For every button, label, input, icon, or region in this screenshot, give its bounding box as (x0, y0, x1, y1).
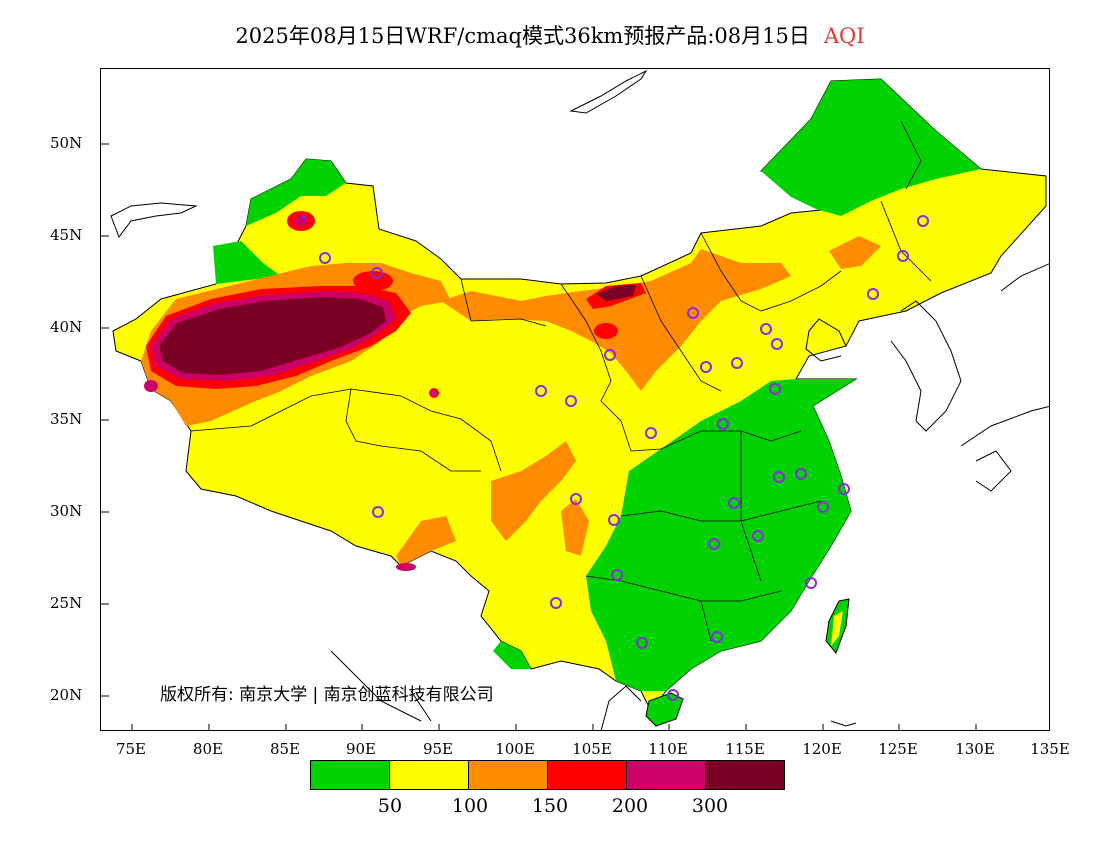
y-tick-30n: 30N (50, 502, 83, 520)
site-urumqi-dot (302, 215, 306, 219)
legend-label-300: 300 (691, 795, 729, 817)
x-tick-85e: 85E (269, 740, 301, 758)
legend-label-150: 150 (531, 795, 569, 817)
y-tick-40n: 40N (50, 318, 83, 336)
legend-swatch-good (310, 760, 390, 790)
x-tick-90e: 90E (345, 740, 377, 758)
x-tick-135e: 135E (1030, 740, 1070, 758)
y-tick-20n: 20N (50, 686, 83, 704)
x-tick-105e: 105E (572, 740, 612, 758)
region-maroon-taklamakan (159, 297, 386, 375)
hotspot-ningxia (594, 323, 618, 339)
hotspot-turpan (353, 271, 393, 291)
aqi-legend (310, 760, 785, 790)
legend-label-100: 100 (451, 795, 489, 817)
hainan-island (645, 692, 684, 727)
x-tick-100e: 100E (495, 740, 535, 758)
region-orange-inner-mongolia (829, 236, 881, 269)
region-green-xinjiang (246, 159, 346, 226)
y-tick-35n: 35N (50, 410, 83, 428)
legend-swatch-usg (468, 760, 548, 790)
x-tick-120e: 120E (802, 740, 842, 758)
x-tick-115e: 115E (725, 740, 765, 758)
hotspot-tibet-south (396, 563, 416, 571)
region-orange-central (441, 249, 791, 391)
x-tick-75e: 75E (115, 740, 147, 758)
taiwan-yellow (831, 611, 843, 646)
site-xining-dot (432, 391, 436, 395)
region-orange-guangxi (561, 499, 589, 556)
region-maroon-mongolia (596, 285, 636, 301)
map-title: 2025年08月15日WRF/cmaq模式36km预报产品:08月15日 AQI (0, 20, 1100, 50)
site-markers (319, 215, 929, 701)
legend-swatch-very-unhealthy (626, 760, 706, 790)
y-tick-50n: 50N (50, 134, 83, 152)
legend-swatch-moderate (389, 760, 469, 790)
x-tick-130e: 130E (955, 740, 995, 758)
y-tick-25n: 25N (50, 594, 83, 612)
coastlines (110, 69, 1049, 730)
region-green-tianshan (213, 241, 281, 284)
region-orange-sichuan (491, 441, 576, 541)
map-frame (100, 68, 1050, 731)
legend-swatch-hazardous (705, 760, 785, 790)
copyright-text: 版权所有: 南京大学 | 南京创蓝科技有限公司 (160, 685, 494, 705)
title-variable: AQI (823, 24, 865, 48)
region-orange-tibet (396, 516, 456, 566)
x-tick-110e: 110E (648, 740, 688, 758)
region-green-northeast (761, 79, 981, 216)
x-tick-95e: 95E (422, 740, 454, 758)
legend-swatch-unhealthy (547, 760, 627, 790)
axis-ticks (101, 143, 977, 730)
region-green-south (586, 379, 856, 691)
region-green-yunnan (493, 641, 531, 669)
hotspot-kashgar (144, 380, 158, 392)
title-main: 2025年08月15日WRF/cmaq模式36km预报产品:08月15日 (235, 24, 810, 48)
y-tick-45n: 45N (50, 226, 83, 244)
legend-label-50: 50 (377, 795, 403, 817)
aqi-map (101, 69, 1049, 730)
x-tick-80e: 80E (192, 740, 224, 758)
x-tick-125e: 125E (878, 740, 918, 758)
legend-label-200: 200 (611, 795, 649, 817)
